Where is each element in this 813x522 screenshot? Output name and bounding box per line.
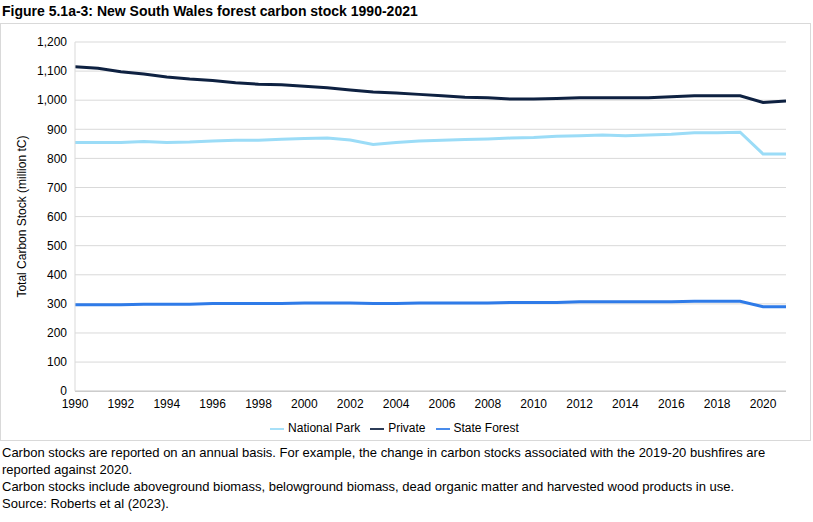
svg-text:300: 300	[47, 297, 67, 311]
svg-text:2016: 2016	[658, 397, 685, 411]
svg-text:600: 600	[47, 210, 67, 224]
html-text:Figure 5.1a-3: New South Wales: Figure 5.1a-3: New South Wales forest ca…	[2, 3, 418, 19]
html-text:Source: Roberts et al (2023).: Source: Roberts et al (2023).	[2, 496, 169, 511]
svg-text:2018: 2018	[704, 397, 731, 411]
svg-text:1990: 1990	[62, 397, 89, 411]
svg-text:2006: 2006	[429, 397, 456, 411]
svg-text:1996: 1996	[199, 397, 226, 411]
html-text:State Forest: State Forest	[453, 421, 519, 436]
svg-text:2000: 2000	[291, 397, 318, 411]
svg-text:0: 0	[60, 384, 67, 398]
svg-text:900: 900	[47, 123, 67, 137]
svg-text:1992: 1992	[108, 397, 135, 411]
svg-text:2014: 2014	[612, 397, 639, 411]
svg-text:2004: 2004	[383, 397, 410, 411]
svg-text:1,000: 1,000	[37, 93, 67, 107]
svg-text:100: 100	[47, 355, 67, 369]
svg-text:2012: 2012	[566, 397, 593, 411]
html-text:Carbon stocks are reported on: Carbon stocks are reported on an annual …	[2, 445, 766, 477]
svg-text:700: 700	[47, 181, 67, 195]
html-text:Carbon stocks include abovegro: Carbon stocks include aboveground biomas…	[2, 479, 734, 494]
svg-text:400: 400	[47, 268, 67, 282]
html-text:Private: Private	[388, 421, 426, 436]
svg-text:2008: 2008	[474, 397, 501, 411]
svg-text:2010: 2010	[520, 397, 547, 411]
svg-text:1,200: 1,200	[37, 35, 67, 49]
svg-text:2020: 2020	[750, 397, 777, 411]
svg-text:800: 800	[47, 152, 67, 166]
svg-text:2002: 2002	[337, 397, 364, 411]
html-text:National Park: National Park	[288, 421, 361, 436]
svg-text:1998: 1998	[245, 397, 272, 411]
svg-text:1,100: 1,100	[37, 64, 67, 78]
svg-text:500: 500	[47, 239, 67, 253]
svg-text:1994: 1994	[153, 397, 180, 411]
svg-text:Total Carbon Stock (million tC: Total Carbon Stock (million tC)	[15, 136, 29, 298]
svg-text:200: 200	[47, 326, 67, 340]
